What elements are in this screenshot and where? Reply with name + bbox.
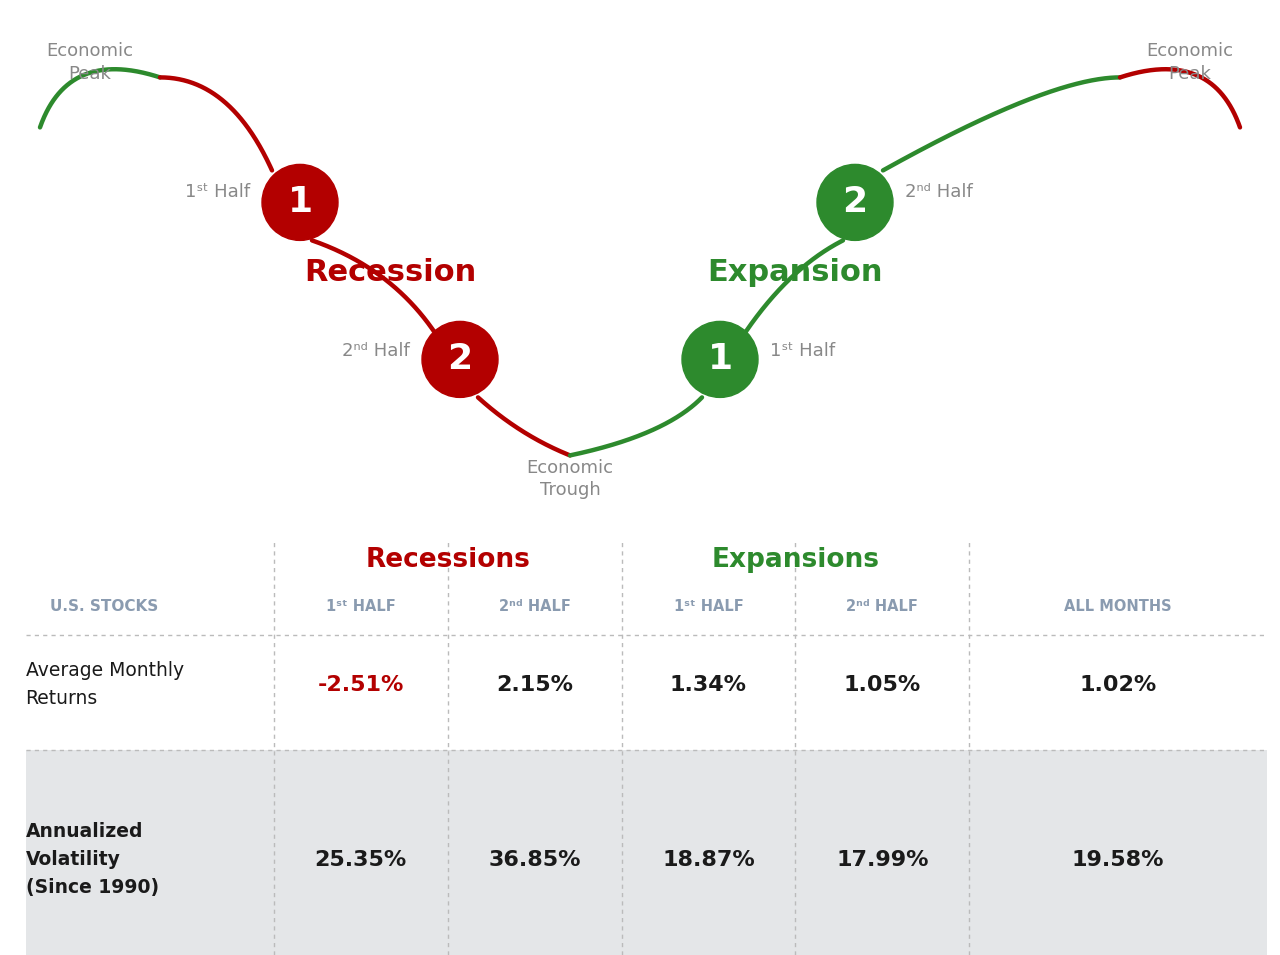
- Text: 2ⁿᵈ HALF: 2ⁿᵈ HALF: [499, 600, 571, 614]
- Text: 1ˢᵗ HALF: 1ˢᵗ HALF: [326, 600, 396, 614]
- Text: Expansions: Expansions: [712, 547, 879, 573]
- Text: U.S. STOCKS: U.S. STOCKS: [50, 600, 159, 614]
- Text: Recessions: Recessions: [365, 547, 530, 573]
- Circle shape: [817, 164, 893, 241]
- Text: Economic
Peak: Economic Peak: [1147, 42, 1234, 83]
- Text: 2ⁿᵈ Half: 2ⁿᵈ Half: [905, 183, 973, 202]
- Circle shape: [682, 322, 758, 397]
- Text: Economic
Peak: Economic Peak: [46, 42, 133, 83]
- Text: 2: 2: [842, 185, 868, 220]
- Text: Annualized
Volatility
(Since 1990): Annualized Volatility (Since 1990): [26, 822, 159, 898]
- Text: 2ⁿᵈ Half: 2ⁿᵈ Half: [342, 343, 410, 360]
- Text: Recession: Recession: [303, 258, 476, 286]
- Text: 1: 1: [708, 343, 732, 376]
- Circle shape: [422, 322, 498, 397]
- Text: -2.51%: -2.51%: [317, 675, 404, 695]
- Text: 17.99%: 17.99%: [836, 850, 928, 870]
- Text: Expansion: Expansion: [708, 258, 883, 286]
- Text: 2: 2: [448, 343, 472, 376]
- Text: ALL MONTHS: ALL MONTHS: [1065, 600, 1172, 614]
- Text: 1.34%: 1.34%: [669, 675, 748, 695]
- Text: 2ⁿᵈ HALF: 2ⁿᵈ HALF: [846, 600, 918, 614]
- Text: 1ˢᵗ Half: 1ˢᵗ Half: [184, 183, 250, 202]
- Text: 2.15%: 2.15%: [497, 675, 573, 695]
- Text: 1ˢᵗ Half: 1ˢᵗ Half: [771, 343, 835, 360]
- Text: 1.02%: 1.02%: [1079, 675, 1157, 695]
- Text: Average Monthly
Returns: Average Monthly Returns: [26, 662, 184, 709]
- Text: 25.35%: 25.35%: [315, 850, 407, 870]
- Text: 1ˢᵗ HALF: 1ˢᵗ HALF: [673, 600, 744, 614]
- Text: 36.85%: 36.85%: [489, 850, 581, 870]
- Text: 18.87%: 18.87%: [662, 850, 755, 870]
- FancyBboxPatch shape: [26, 750, 1267, 955]
- Text: 1.05%: 1.05%: [844, 675, 920, 695]
- Text: 1: 1: [288, 185, 312, 220]
- Circle shape: [262, 164, 338, 241]
- Text: Economic
Trough: Economic Trough: [526, 458, 613, 499]
- Text: 19.58%: 19.58%: [1071, 850, 1165, 870]
